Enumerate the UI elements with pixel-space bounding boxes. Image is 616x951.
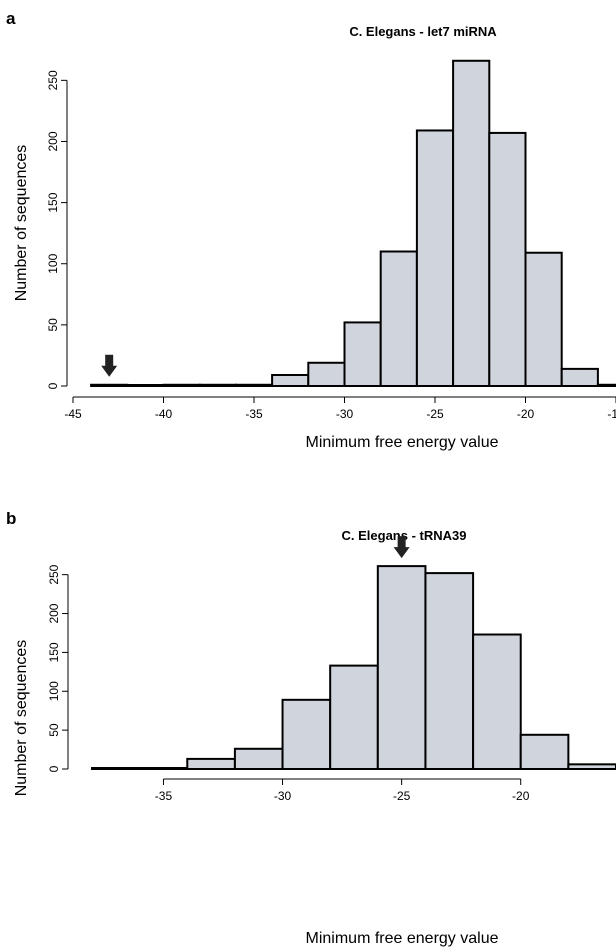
down-arrow-icon bbox=[393, 536, 410, 559]
panel-letter-b: b bbox=[6, 509, 16, 528]
y-tick-label: 250 bbox=[47, 564, 61, 584]
x-tick-label: -35 bbox=[155, 789, 173, 803]
x-tick-label: -20 bbox=[512, 789, 530, 803]
y-axis-b: 0 50 100 150 200 250 bbox=[47, 564, 69, 772]
histogram-bar bbox=[519, 733, 570, 770]
histogram-bar bbox=[198, 383, 237, 387]
histogram-bar bbox=[90, 383, 129, 387]
x-tick-label: -25 bbox=[393, 789, 411, 803]
x-axis-label-a: Minimum free energy value bbox=[306, 434, 499, 451]
y-tick-label: 0 bbox=[46, 382, 60, 389]
y-tick-label: 0 bbox=[47, 765, 61, 772]
y-tick-label: 150 bbox=[46, 192, 60, 212]
histogram-bar bbox=[452, 59, 491, 388]
histogram-bar bbox=[186, 757, 236, 771]
x-axis-b: -35 -30 -25 -20 bbox=[155, 778, 530, 803]
histogram-bar bbox=[307, 361, 346, 387]
x-tick-label: -25 bbox=[426, 407, 444, 421]
panel-letter-a: a bbox=[6, 9, 16, 28]
histogram-bar bbox=[329, 664, 379, 771]
x-tick-label: -35 bbox=[245, 407, 263, 421]
histogram-bar bbox=[126, 384, 165, 387]
x-axis-label-b: Minimum free energy value bbox=[306, 930, 499, 947]
y-axis-label-a: Number of sequences bbox=[13, 145, 30, 302]
y-axis-a: 0 50 100 150 200 250 bbox=[46, 70, 68, 389]
histogram-bar bbox=[162, 383, 201, 387]
x-tick-label: -40 bbox=[155, 407, 173, 421]
bars-a bbox=[90, 59, 616, 388]
histogram-bar bbox=[424, 572, 475, 770]
y-tick-label: 250 bbox=[46, 70, 60, 90]
histogram-bar bbox=[488, 131, 527, 387]
histogram-bar bbox=[281, 698, 332, 771]
histogram-bar bbox=[234, 383, 274, 387]
x-tick-label: -20 bbox=[517, 407, 535, 421]
histogram-bar bbox=[567, 763, 616, 771]
y-tick-label: 150 bbox=[47, 642, 61, 662]
histogram-panel-a: a C. Elegans - let7 miRNA Minimum free e… bbox=[6, 9, 616, 451]
y-tick-label: 200 bbox=[46, 131, 60, 151]
histogram-bar bbox=[472, 633, 522, 770]
y-tick-label: 100 bbox=[46, 253, 60, 273]
down-arrow-icon bbox=[101, 354, 118, 377]
y-tick-label: 200 bbox=[47, 603, 61, 623]
histogram-bar bbox=[271, 373, 310, 387]
x-axis-a: -45 -40 -35 -30 -25 -20 -15 bbox=[64, 396, 616, 421]
histogram-panel-b: b C. Elegans - tRNA39 Minimum free energ… bbox=[6, 509, 616, 947]
y-tick-label: 50 bbox=[47, 723, 61, 737]
histogram-bar bbox=[91, 767, 141, 770]
y-tick-label: 50 bbox=[46, 318, 60, 332]
histogram-bar bbox=[415, 129, 455, 387]
chart-title-b: C. Elegans - tRNA39 bbox=[342, 528, 467, 543]
histogram-bar bbox=[233, 747, 284, 771]
x-tick-label: -45 bbox=[64, 407, 82, 421]
histogram-bar bbox=[376, 565, 427, 770]
x-tick-label: -15 bbox=[607, 407, 616, 421]
y-axis-label-b: Number of sequences bbox=[13, 640, 30, 797]
chart-title-a: C. Elegans - let7 miRNA bbox=[349, 24, 497, 39]
histogram-bar bbox=[138, 767, 189, 770]
y-tick-label: 100 bbox=[47, 681, 61, 701]
bars-b bbox=[91, 565, 616, 771]
histogram-bar bbox=[379, 250, 418, 387]
x-tick-label: -30 bbox=[274, 789, 292, 803]
histogram-bar bbox=[343, 321, 382, 387]
histogram-bar bbox=[596, 383, 616, 387]
marker-arrow-a bbox=[101, 354, 118, 377]
histogram-bar bbox=[524, 251, 563, 387]
histogram-bar bbox=[560, 367, 599, 388]
x-tick-label: -30 bbox=[336, 407, 354, 421]
marker-arrow-b bbox=[393, 536, 410, 559]
